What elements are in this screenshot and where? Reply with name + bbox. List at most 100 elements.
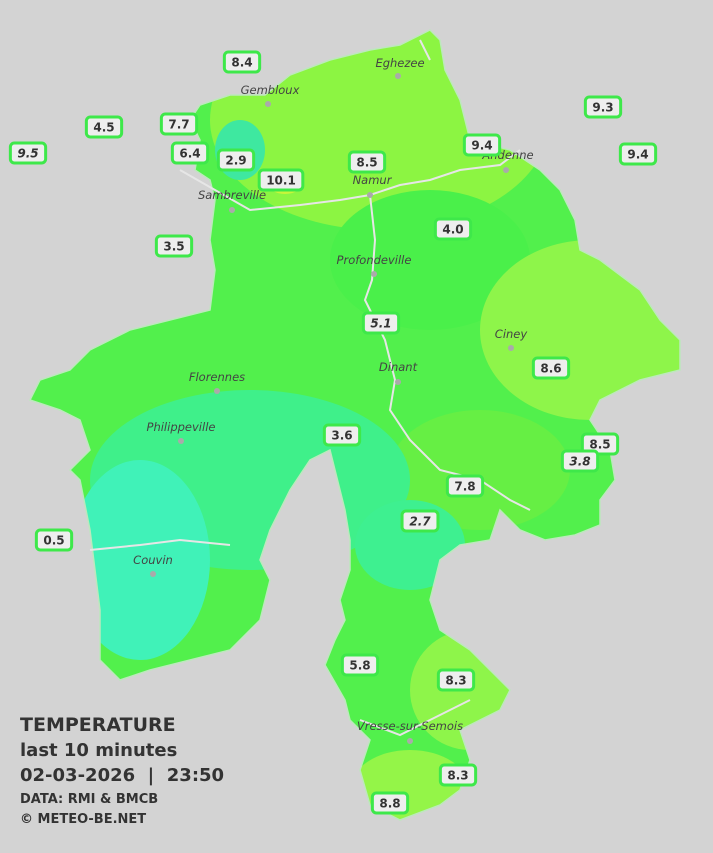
copyright: © METEO-BE.NET [20, 812, 146, 827]
station-box [322, 423, 362, 447]
station: 8.3 [438, 763, 478, 787]
town-label: Sambreville [198, 188, 266, 202]
station: 8.4 [222, 50, 262, 74]
station-value: 9.3 [592, 101, 613, 115]
station-box [159, 112, 199, 136]
station: 4.0 [433, 217, 473, 241]
station-value: 8.5 [589, 438, 610, 452]
station-box [8, 141, 48, 165]
town-dot [178, 438, 184, 444]
station-box [433, 217, 473, 241]
station-value: 3.8 [569, 455, 590, 469]
station-value: 4.5 [93, 121, 114, 135]
station-box [370, 791, 410, 815]
station-box [154, 234, 194, 258]
station-value: 6.4 [179, 147, 200, 161]
town-dot [395, 379, 401, 385]
station: 5.8 [340, 653, 380, 677]
station-box [400, 509, 440, 533]
station-value: 4.0 [442, 223, 463, 237]
station-value: 5.1 [370, 317, 391, 331]
station: 4.5 [84, 115, 124, 139]
station: 8.5 [580, 432, 620, 456]
station-value: 7.8 [454, 480, 475, 494]
station: 2.7 [400, 509, 440, 533]
station: 10.1 [257, 168, 305, 192]
station: 8.8 [370, 791, 410, 815]
station-value: 8.8 [379, 797, 400, 811]
station: 0.5 [34, 528, 74, 552]
town-dot [407, 738, 413, 744]
station: 3.6 [322, 423, 362, 447]
town-dot [395, 73, 401, 79]
station: 6.4 [170, 141, 210, 165]
station-box [560, 449, 600, 473]
town-label: Couvin [133, 553, 173, 567]
towns: EghezeeGemblouxAndenneNamurSambrevillePr… [133, 56, 534, 744]
town-label: Vresse-sur-Semois [357, 719, 463, 733]
station-box [436, 668, 476, 692]
station-box [84, 115, 124, 139]
station-value: 8.6 [540, 362, 561, 376]
station-value: 3.5 [163, 240, 184, 254]
town-dot [503, 167, 509, 173]
town-dot [508, 345, 514, 351]
station: 8.3 [436, 668, 476, 692]
station-box [34, 528, 74, 552]
station-box [257, 168, 305, 192]
station: 5.1 [361, 311, 401, 335]
station: 8.5 [347, 150, 387, 174]
station-box [438, 763, 478, 787]
station-value: 5.8 [349, 659, 370, 673]
station: 9.4 [462, 133, 502, 157]
town-dot [371, 271, 377, 277]
station-value: 9.5 [17, 147, 38, 161]
station: 7.7 [159, 112, 199, 136]
station: 7.8 [445, 474, 485, 498]
subtitle: last 10 minutes [20, 740, 177, 761]
town-label: Florennes [189, 370, 245, 384]
town-label: Dinant [379, 360, 418, 374]
station-box [462, 133, 502, 157]
station-box [340, 653, 380, 677]
station-box [170, 141, 210, 165]
title: TEMPERATURE [20, 714, 176, 736]
station-value: 0.5 [43, 534, 64, 548]
station-box [361, 311, 401, 335]
town-label: Ciney [495, 327, 528, 341]
station-value: 8.3 [447, 769, 468, 783]
station: 9.5 [8, 141, 48, 165]
station: 9.4 [618, 142, 658, 166]
town-dot [229, 207, 235, 213]
stations: 8.4 4.5 7.7 9.5 6.4 2.9 10.1 8.5 9.4 9.3 9.4 3.5 4.0… [8, 50, 658, 815]
station-value: 9.4 [627, 148, 648, 162]
station: 8.6 [531, 356, 571, 380]
town-label: Philippeville [147, 420, 216, 434]
station-value: 10.1 [266, 174, 296, 188]
station-box [583, 95, 623, 119]
station: 3.5 [154, 234, 194, 258]
station-value: 8.4 [231, 56, 252, 70]
station-value: 3.6 [331, 429, 352, 443]
station-box [531, 356, 571, 380]
town-dot [214, 388, 220, 394]
station-box [347, 150, 387, 174]
station: 3.8 [560, 449, 600, 473]
town-label: Namur [353, 173, 393, 187]
station-box [618, 142, 658, 166]
town-label: Profondeville [337, 253, 412, 267]
station-value: 8.5 [356, 156, 377, 170]
station-value: 9.4 [471, 139, 492, 153]
station-value: 2.7 [409, 515, 431, 529]
station-box [580, 432, 620, 456]
station-value: 7.7 [168, 118, 189, 132]
town-dot [265, 101, 271, 107]
town-label: Eghezee [375, 56, 424, 70]
town-label: Gembloux [241, 83, 300, 97]
station-box [216, 148, 256, 172]
station-value: 8.3 [445, 674, 466, 688]
station: 2.9 [216, 148, 256, 172]
station: 9.3 [583, 95, 623, 119]
station-value: 2.9 [225, 154, 246, 168]
